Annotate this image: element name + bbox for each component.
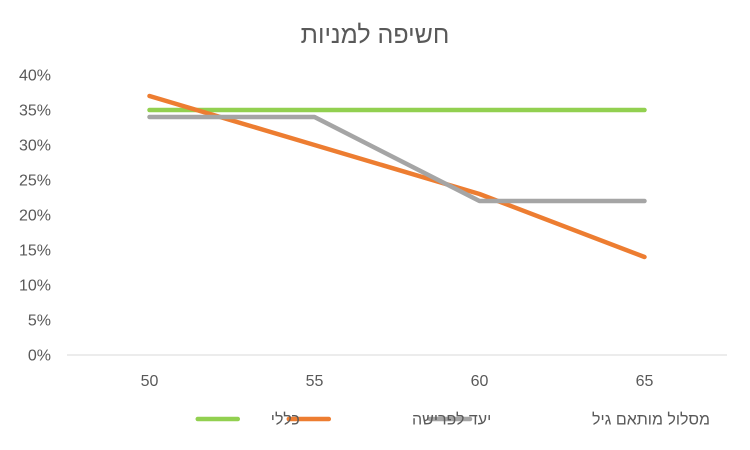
series-layer [147, 93, 647, 260]
legend-label: כללי [271, 411, 300, 429]
legend-label: יעד לפרישה [412, 411, 491, 429]
y-tick-label: 35% [19, 103, 51, 120]
y-tick-label: 5% [28, 313, 51, 330]
chart-title: חשיפה למניות [301, 21, 450, 49]
x-tick-label: 55 [306, 373, 324, 390]
y-tick-label: 20% [19, 208, 51, 225]
y-tick-label: 15% [19, 243, 51, 260]
x-axis-ticks: 50 55 60 65 [141, 373, 654, 390]
y-tick-label: 0% [28, 348, 51, 365]
y-tick-label: 40% [19, 68, 51, 85]
legend-label: מסלול מותאם גיל [592, 411, 710, 429]
legend-item-3: מסלול מותאם גיל [427, 411, 710, 429]
legend-item-1: כללי [195, 411, 300, 429]
x-tick-label: 60 [471, 373, 489, 390]
x-tick-label: 65 [636, 373, 654, 390]
legend: מסלול מותאם גיל יעד לפרישה כללי [195, 411, 710, 429]
y-tick-label: 30% [19, 138, 51, 155]
y-tick-label: 10% [19, 278, 51, 295]
y-axis-ticks: 0% 5% 10% 15% 20% 25% 30% 35% 40% [19, 68, 51, 365]
legend-item-2: יעד לפרישה [286, 411, 491, 429]
series-line-2 [147, 93, 647, 260]
x-tick-label: 50 [141, 373, 159, 390]
y-tick-label: 25% [19, 173, 51, 190]
series-line-3 [147, 114, 647, 204]
